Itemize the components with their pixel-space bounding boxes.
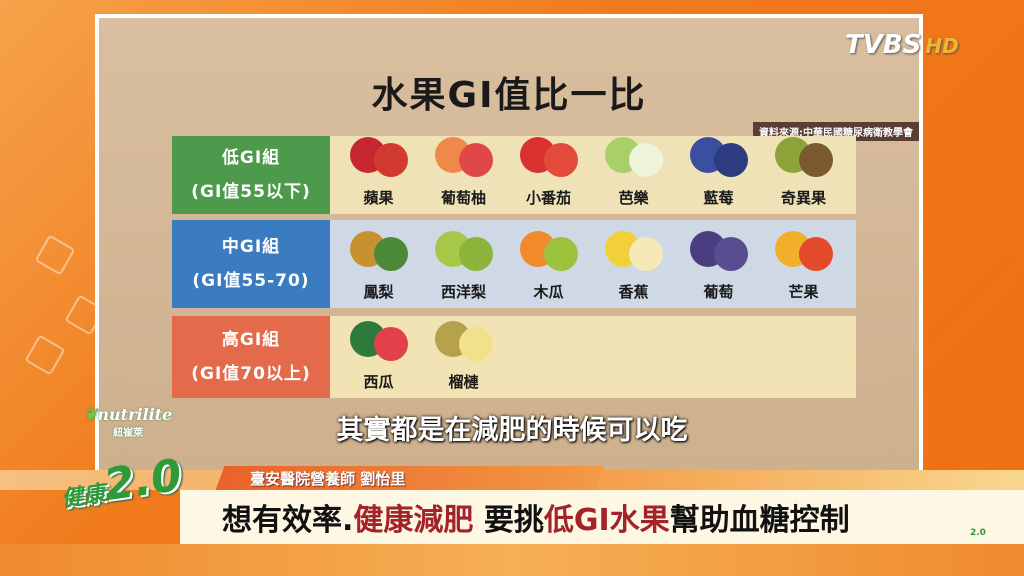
fruit-name: 葡萄 bbox=[703, 283, 734, 301]
fruit-name: 木瓜 bbox=[533, 283, 564, 301]
fruit-name: 奇異果 bbox=[780, 189, 826, 207]
fruit-name: 芭樂 bbox=[618, 189, 649, 207]
headline-part: 要挑 bbox=[473, 503, 544, 538]
fruit-image bbox=[684, 223, 754, 275]
sponsor-cn: 紐崔萊 bbox=[113, 428, 144, 439]
fruit-item: 蘋果 bbox=[336, 129, 421, 208]
gi-group-row: 高GI組 (GI值70以上) 西瓜 榴槤 bbox=[172, 316, 856, 398]
tvbs-logo: TVBS HD bbox=[845, 30, 959, 60]
group-name: 高GI組 bbox=[221, 330, 281, 350]
headline-highlight: 低GI水果 bbox=[543, 503, 670, 538]
caption-subtitle: 其實都是在減肥的時候可以吃 bbox=[336, 415, 688, 446]
fruit-item: 奇異果 bbox=[761, 129, 846, 208]
fruit-image bbox=[344, 129, 414, 181]
fruit-item: 芒果 bbox=[761, 223, 846, 302]
fruit-image bbox=[599, 223, 669, 275]
fruit-item: 葡萄柚 bbox=[421, 129, 506, 208]
fruit-image bbox=[514, 223, 584, 275]
infographic-frame: 水果GI值比一比 資料來源:中華民國糖尿病衛教學會 低GI組 (GI值55以下) 蘋… bbox=[95, 14, 923, 474]
fruit-image bbox=[344, 223, 414, 275]
speaker-name: 臺安醫院營養師 劉怡里 bbox=[250, 470, 406, 488]
fruit-name: 鳳梨 bbox=[363, 283, 394, 301]
fruit-item: 木瓜 bbox=[506, 223, 591, 302]
group-range: (GI值55以下) bbox=[191, 182, 311, 202]
fruit-image bbox=[344, 313, 414, 365]
fruit-name: 西洋梨 bbox=[440, 283, 486, 301]
fruit-item: 葡萄 bbox=[676, 223, 761, 302]
group-label: 低GI組 (GI值55以下) bbox=[172, 136, 330, 214]
fruit-image bbox=[514, 129, 584, 181]
fruit-name: 蘋果 bbox=[363, 189, 394, 207]
fruit-image bbox=[429, 129, 499, 181]
bottom-band bbox=[0, 544, 1024, 576]
fruit-name: 香蕉 bbox=[618, 283, 649, 301]
headline-part: 幫助血糖控制 bbox=[669, 503, 850, 538]
headline-part: 想有效率. bbox=[222, 503, 354, 538]
fruit-item: 鳳梨 bbox=[336, 223, 421, 302]
fruit-item: 榴槤 bbox=[421, 313, 506, 392]
fruit-image bbox=[429, 313, 499, 365]
fruit-image bbox=[429, 223, 499, 275]
fruit-image bbox=[769, 223, 839, 275]
fruit-item: 西洋梨 bbox=[421, 223, 506, 302]
group-name: 低GI組 bbox=[221, 148, 281, 168]
fruit-image bbox=[684, 129, 754, 181]
infographic-board: 水果GI值比一比 資料來源:中華民國糖尿病衛教學會 低GI組 (GI值55以下) 蘋… bbox=[99, 18, 919, 470]
sponsor-logo: ❦nutrilite 紐崔萊 bbox=[84, 405, 172, 439]
fruit-list: 鳳梨 西洋梨 木瓜 香蕉 葡萄 芒果 bbox=[330, 220, 856, 308]
fruit-name: 藍莓 bbox=[703, 189, 734, 207]
speaker-tag: 臺安醫院營養師 劉怡里 bbox=[215, 466, 605, 490]
hd-badge: HD bbox=[925, 34, 959, 58]
sponsor-name: nutrilite bbox=[97, 405, 173, 424]
fruit-item: 芭樂 bbox=[591, 129, 676, 208]
fruit-list: 西瓜 榴槤 bbox=[330, 316, 856, 398]
fruit-item: 小番茄 bbox=[506, 129, 591, 208]
corner-logo: 2.0 bbox=[970, 528, 986, 538]
group-range: (GI值70以上) bbox=[191, 364, 311, 384]
show-logo-cn: 健康 bbox=[59, 481, 108, 513]
fruit-image bbox=[769, 129, 839, 181]
board-title: 水果GI值比一比 bbox=[371, 75, 647, 116]
fruit-item: 香蕉 bbox=[591, 223, 676, 302]
gi-group-row: 低GI組 (GI值55以下) 蘋果 葡萄柚 小番茄 芭樂 藍莓 奇異果 bbox=[172, 136, 856, 214]
fruit-item: 藍莓 bbox=[676, 129, 761, 208]
group-range: (GI值55-70) bbox=[192, 271, 310, 291]
fruit-item: 西瓜 bbox=[336, 313, 421, 392]
fruit-list: 蘋果 葡萄柚 小番茄 芭樂 藍莓 奇異果 bbox=[330, 136, 856, 214]
group-label: 高GI組 (GI值70以上) bbox=[172, 316, 330, 398]
tvbs-text: TVBS bbox=[845, 30, 922, 60]
show-logo-num: 2.0 bbox=[100, 449, 185, 512]
leaf-icon: ❦ bbox=[84, 405, 98, 424]
fruit-image bbox=[599, 129, 669, 181]
fruit-name: 芒果 bbox=[788, 283, 819, 301]
group-label: 中GI組 (GI值55-70) bbox=[172, 220, 330, 308]
group-name: 中GI組 bbox=[221, 237, 281, 257]
headline-bar: 想有效率. 健康減肥 要挑 低GI水果 幫助血糖控制 bbox=[180, 490, 1024, 544]
gi-group-row: 中GI組 (GI值55-70) 鳳梨 西洋梨 木瓜 香蕉 葡萄 芒果 bbox=[172, 220, 856, 308]
fruit-name: 小番茄 bbox=[525, 189, 571, 207]
headline-highlight: 健康減肥 bbox=[353, 503, 474, 538]
fruit-name: 葡萄柚 bbox=[440, 189, 486, 207]
fruit-name: 西瓜 bbox=[363, 373, 394, 391]
fruit-name: 榴槤 bbox=[448, 373, 479, 391]
